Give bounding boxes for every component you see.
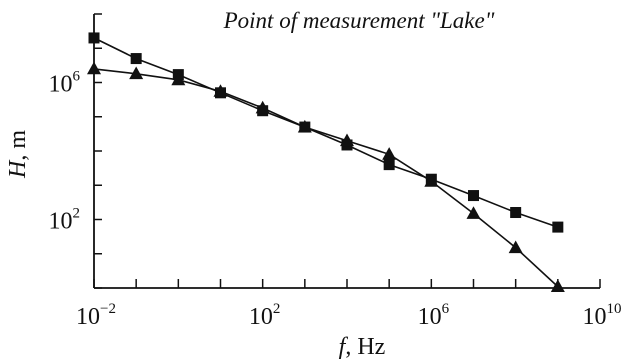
data-point-triangle [508, 240, 523, 254]
data-point-triangle [340, 133, 354, 147]
x-tick-label: 106 [418, 301, 450, 330]
series-line-square [93, 37, 559, 228]
x-tick-label-base: 10 [249, 304, 273, 330]
x-tick-label-base: 10 [76, 304, 100, 330]
x-tick-label-base: 10 [583, 304, 607, 330]
x-tick-label-base: 10 [418, 304, 442, 330]
y-tick-label-exponent: 6 [73, 69, 81, 85]
y-tick-label-base: 10 [49, 209, 73, 235]
data-point-triangle [297, 119, 312, 133]
y-axis-label-unit: , m [5, 130, 31, 161]
x-tick-label-exponent: 6 [442, 301, 450, 317]
data-point-square [552, 221, 564, 233]
y-tick-label: 102 [49, 206, 81, 235]
data-point-triangle [255, 100, 270, 114]
series-layer [87, 32, 565, 292]
x-tick-label: 10−2 [76, 301, 116, 330]
data-point-square [468, 190, 479, 202]
data-point-triangle [213, 84, 228, 97]
data-point-triangle [129, 66, 144, 80]
chart-title: Point of measurement "Lake" [223, 8, 495, 33]
axes [93, 14, 600, 289]
y-axis-label-var: H [5, 159, 31, 179]
x-axis-label-var: f [339, 334, 349, 360]
data-point-triangle [171, 72, 186, 86]
y-tick-label-exponent: 2 [73, 206, 81, 222]
series-line-triangle [93, 68, 559, 288]
data-point-square [383, 159, 395, 171]
ticks [93, 13, 601, 289]
x-axis-label-unit: , Hz [345, 334, 385, 360]
data-point-triangle [424, 174, 439, 187]
data-point-square [510, 207, 522, 219]
x-axis-label: f, Hz [339, 334, 386, 360]
data-point-triangle [382, 147, 397, 160]
x-tick-label-exponent: 10 [607, 301, 622, 317]
x-tick-label: 102 [249, 301, 281, 330]
y-axis-label: H, m [5, 130, 31, 179]
y-tick-label-base: 10 [49, 72, 73, 98]
y-tick-label: 106 [49, 69, 81, 98]
x-tick-label: 1010 [583, 301, 622, 330]
x-tick-label-exponent: 2 [273, 301, 281, 317]
data-point-square [88, 32, 100, 44]
data-point-triangle [466, 206, 481, 219]
data-point-triangle [550, 279, 565, 292]
data-point-square [130, 53, 142, 65]
x-tick-label-exponent: −2 [100, 301, 116, 317]
data-point-triangle [87, 61, 101, 75]
